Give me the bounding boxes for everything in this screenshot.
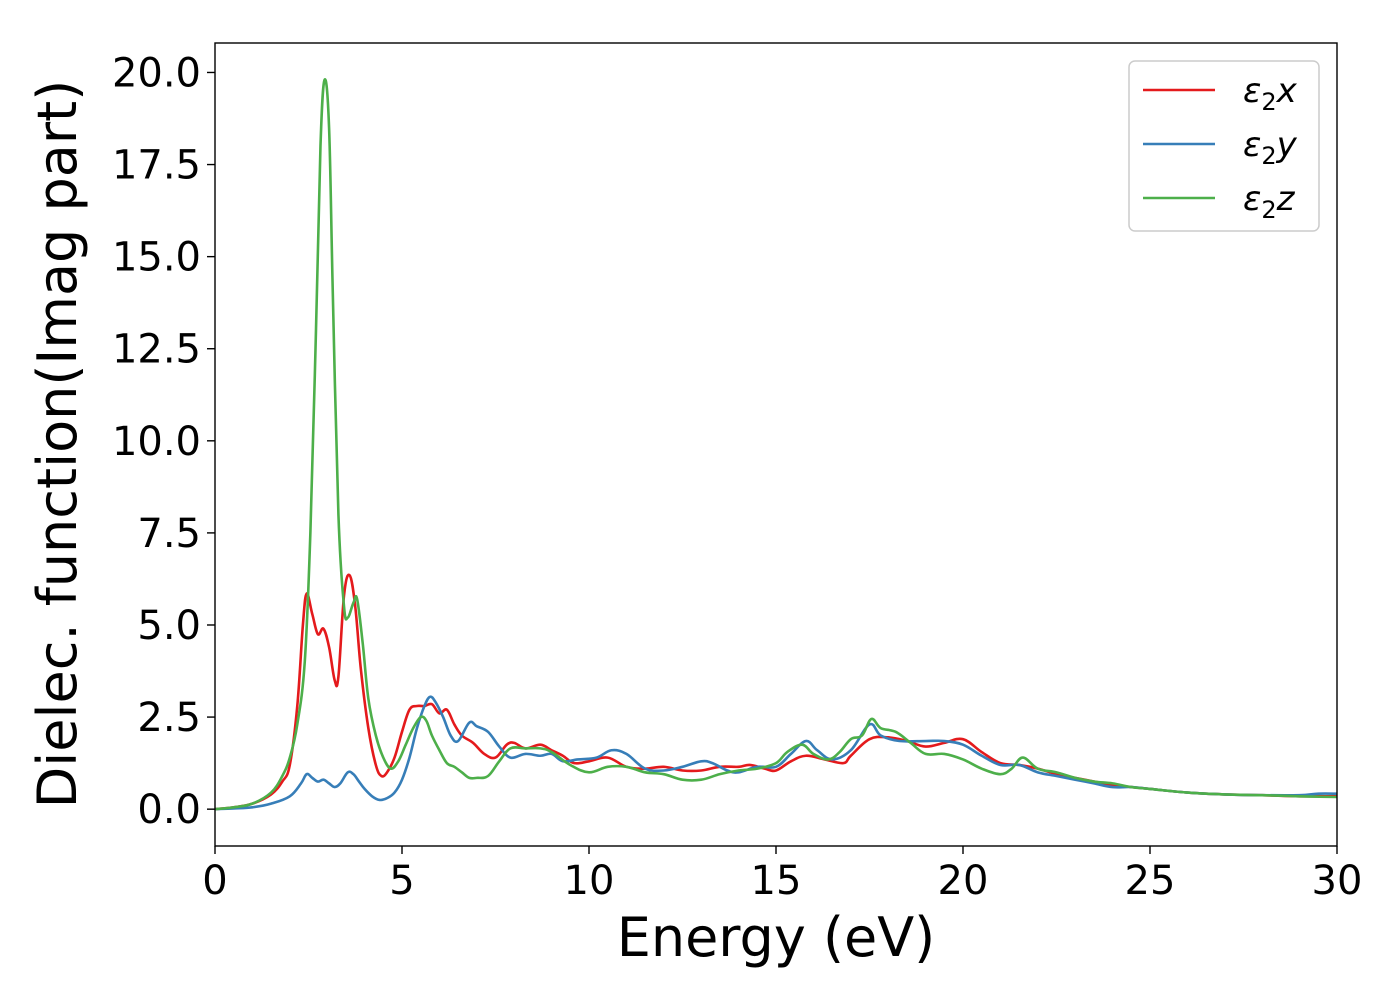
x-axis-ticks: 0 5 10 15 20 25 30 [202, 846, 1362, 904]
y-axis-label: Dielec. function(Imag part) [26, 80, 89, 809]
y-tick-label: 5.0 [137, 603, 201, 649]
legend: ε2x ε2y ε2z [1128, 60, 1320, 232]
x-tick-label: 30 [1312, 858, 1363, 904]
y-tick-label: 15.0 [112, 235, 201, 281]
y-axis-ticks: 0.0 2.5 5.0 7.5 10.0 12.5 15.0 17.5 20.0 [112, 50, 215, 833]
y-tick-label: 0.0 [137, 787, 201, 833]
legend-label-x: ε2x [1243, 71, 1298, 116]
x-tick-label: 5 [389, 858, 414, 904]
legend-entries: ε2x ε2y ε2z [1143, 71, 1298, 224]
legend-label-z: ε2z [1243, 179, 1296, 224]
series-line-x [215, 573, 1337, 811]
series-line-z [215, 78, 1337, 811]
series-layer [215, 78, 1337, 811]
x-tick-label: 10 [564, 858, 615, 904]
y-tick-label: 10.0 [112, 419, 201, 465]
y-tick-label: 7.5 [137, 511, 201, 557]
series-line-y [215, 695, 1337, 811]
legend-label-y: ε2y [1243, 125, 1298, 170]
x-tick-label: 0 [202, 858, 227, 904]
x-axis-label: Energy (eV) [617, 906, 936, 969]
legend-box [1128, 60, 1320, 232]
y-tick-label: 17.5 [112, 143, 201, 189]
x-tick-label: 20 [938, 858, 989, 904]
x-tick-label: 15 [751, 858, 802, 904]
y-tick-label: 2.5 [137, 695, 201, 741]
y-tick-label: 20.0 [112, 50, 201, 96]
y-tick-label: 12.5 [112, 327, 201, 373]
x-tick-label: 25 [1125, 858, 1176, 904]
